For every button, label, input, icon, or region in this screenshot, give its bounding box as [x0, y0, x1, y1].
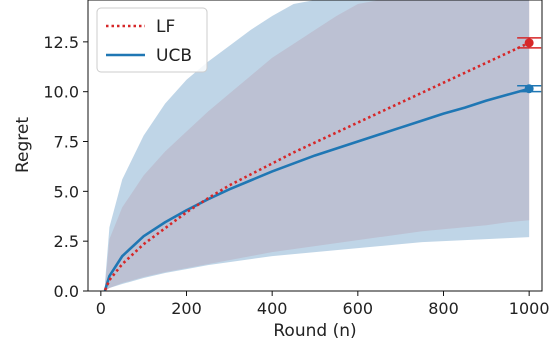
- ucb-mean-line: [103, 87, 531, 292]
- x-axis-ticks: 0 200 400 600 800 1000: [96, 291, 550, 318]
- x-tick-label: 800: [428, 299, 459, 318]
- y-axis-ticks: 0.0 2.5 5.0 7.5 10.0 12.5: [43, 33, 88, 301]
- legend-ucb-label: UCB: [156, 46, 192, 66]
- lf-mean-line: [103, 41, 530, 291]
- x-tick-label: 200: [171, 299, 202, 318]
- series-lines: [103, 41, 531, 292]
- lf-final-point: [524, 38, 534, 48]
- x-tick-label: 400: [257, 299, 288, 318]
- legend-lf-label: LF: [156, 17, 175, 37]
- y-tick-label: 10.0: [43, 83, 79, 102]
- plot-frame: [87, 0, 543, 292]
- confidence-bands: [105, 0, 530, 291]
- legend: LF UCB: [96, 7, 208, 73]
- y-tick-label: 12.5: [43, 33, 79, 52]
- x-tick-label: 600: [343, 299, 374, 318]
- x-axis-label: Round (n): [273, 321, 356, 341]
- final-points: [517, 37, 542, 94]
- x-tick-label: 1000: [509, 299, 550, 318]
- ucb-final-point: [524, 84, 534, 94]
- y-tick-label: 7.5: [54, 133, 79, 152]
- x-tick-label: 0: [96, 299, 106, 318]
- y-tick-label: 5.0: [54, 182, 79, 201]
- y-axis-label: Regret: [13, 117, 33, 173]
- y-tick-label: 0.0: [54, 282, 79, 301]
- ucb-confidence-band: [105, 0, 530, 291]
- y-tick-label: 2.5: [54, 232, 79, 251]
